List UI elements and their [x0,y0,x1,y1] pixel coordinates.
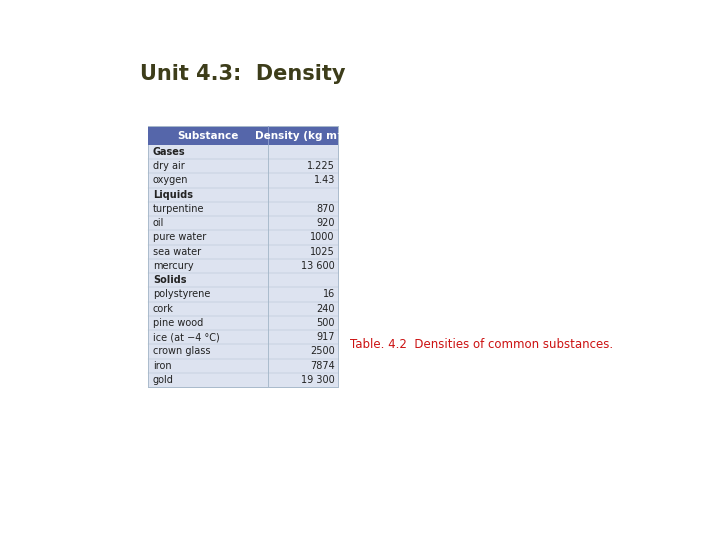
Text: pure water: pure water [153,233,206,242]
Text: ice (at −4 °C): ice (at −4 °C) [153,332,220,342]
Text: cork: cork [153,303,174,314]
Text: 920: 920 [316,218,335,228]
FancyBboxPatch shape [148,126,338,387]
FancyBboxPatch shape [148,126,338,145]
Text: Substance: Substance [178,131,239,140]
Text: mercury: mercury [153,261,194,271]
Text: Liquids: Liquids [153,190,193,200]
Text: sea water: sea water [153,247,201,256]
Text: oxygen: oxygen [153,176,188,186]
Text: 917: 917 [316,332,335,342]
Text: oil: oil [153,218,164,228]
Text: Gases: Gases [153,147,185,157]
Text: 2500: 2500 [310,347,335,356]
Text: 1.225: 1.225 [307,161,335,171]
Text: 870: 870 [316,204,335,214]
Text: crown glass: crown glass [153,347,210,356]
Text: 7874: 7874 [310,361,335,370]
Text: 16: 16 [323,289,335,300]
Text: 240: 240 [316,303,335,314]
Text: turpentine: turpentine [153,204,204,214]
Text: 1.43: 1.43 [313,176,335,186]
Text: iron: iron [153,361,171,370]
Text: Density (kg m⁻³): Density (kg m⁻³) [255,131,351,140]
Text: dry air: dry air [153,161,184,171]
Text: polystyrene: polystyrene [153,289,210,300]
Text: 19 300: 19 300 [301,375,335,385]
Text: Table. 4.2  Densities of common substances.: Table. 4.2 Densities of common substance… [350,338,613,351]
Text: 1025: 1025 [310,247,335,256]
Text: Unit 4.3:  Density: Unit 4.3: Density [140,64,346,84]
Text: gold: gold [153,375,174,385]
Text: Solids: Solids [153,275,186,285]
Text: 500: 500 [316,318,335,328]
Text: pine wood: pine wood [153,318,203,328]
Text: 13 600: 13 600 [301,261,335,271]
Text: 1000: 1000 [310,233,335,242]
